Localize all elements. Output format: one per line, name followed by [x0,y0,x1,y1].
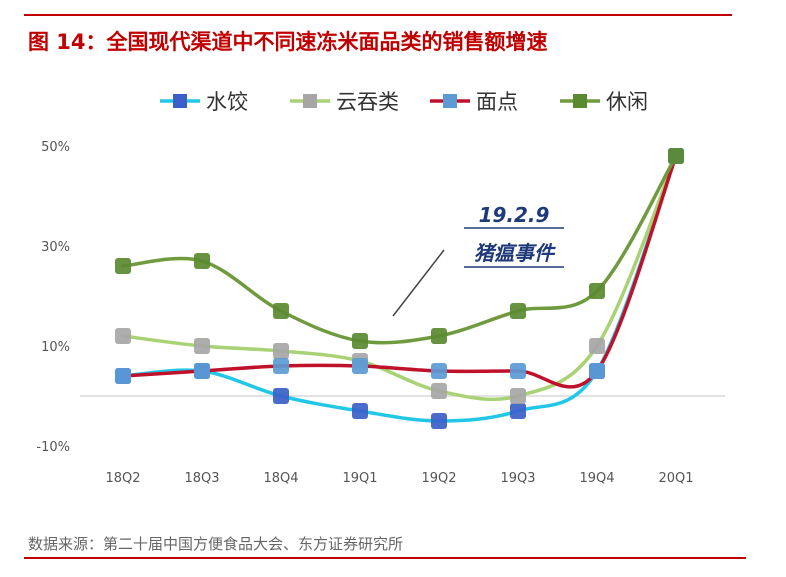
data-point [352,358,368,374]
annotation: 19.2.9 猪瘟事件 [392,203,564,317]
legend-label: 面点 [476,90,518,114]
legend-marker [173,94,187,108]
bottom-rule [24,557,746,559]
data-point [273,358,289,374]
data-point [273,388,289,404]
source-note: 数据来源：第二十届中国方便食品大会、东方证券研究所 [28,535,404,553]
y-tick-label: 30% [41,240,70,255]
data-point [510,403,526,419]
data-point [194,363,210,379]
data-point [273,303,289,319]
data-point [431,328,447,344]
annotation-label: 猪瘟事件 [474,241,556,265]
data-point [273,343,289,359]
data-point [194,253,210,269]
data-point [352,403,368,419]
x-tick-label: 20Q1 [658,471,693,486]
data-point [431,383,447,399]
legend: 水饺 云吞类 面点 休闲 [160,90,648,114]
legend-label: 云吞类 [336,90,399,114]
series-line [121,154,678,402]
x-tick-label: 19Q1 [342,471,377,486]
legend-label: 水饺 [206,90,248,114]
data-point [352,333,368,349]
line-chart: 水饺 云吞类 面点 休闲 50% 30% 10% -10% 18Q2 18Q3 18Q4 19Q1 1… [36,90,725,486]
data-point [510,303,526,319]
data-point [668,148,684,164]
x-tick-label: 18Q2 [105,471,140,486]
legend-marker [573,94,587,108]
data-point [589,363,605,379]
data-point [115,258,131,274]
data-point [510,363,526,379]
y-tick-label: -10% [36,440,70,455]
data-point [589,283,605,299]
x-tick-label: 18Q3 [184,471,219,486]
data-point [510,388,526,404]
figure-title: 图 14：全国现代渠道中不同速冻米面品类的销售额增速 [28,30,548,54]
legend-marker [443,94,457,108]
data-point [431,413,447,429]
series-group [115,148,684,429]
y-tick-label: 10% [41,340,70,355]
series-line [121,154,678,345]
top-rule [24,14,732,16]
legend-label: 休闲 [606,90,648,114]
data-point [431,363,447,379]
axes: 50% 30% 10% -10% 18Q2 18Q3 18Q4 19Q1 19Q2 19Q3 19Q… [36,140,725,486]
x-tick-label: 19Q4 [579,471,614,486]
data-point [194,338,210,354]
y-tick-label: 50% [41,140,70,155]
annotation-date: 19.2.9 [479,203,550,227]
x-tick-label: 18Q4 [263,471,298,486]
data-point [115,368,131,384]
legend-marker [303,94,317,108]
x-tick-label: 19Q2 [421,471,456,486]
data-point [115,328,131,344]
data-point [589,338,605,354]
x-tick-label: 19Q3 [500,471,535,486]
annotation-pointer [392,249,445,317]
chart-area: 水饺 云吞类 面点 休闲 50% 30% 10% -10% 18Q2 18Q3 18Q4 19Q1 1… [0,70,786,520]
